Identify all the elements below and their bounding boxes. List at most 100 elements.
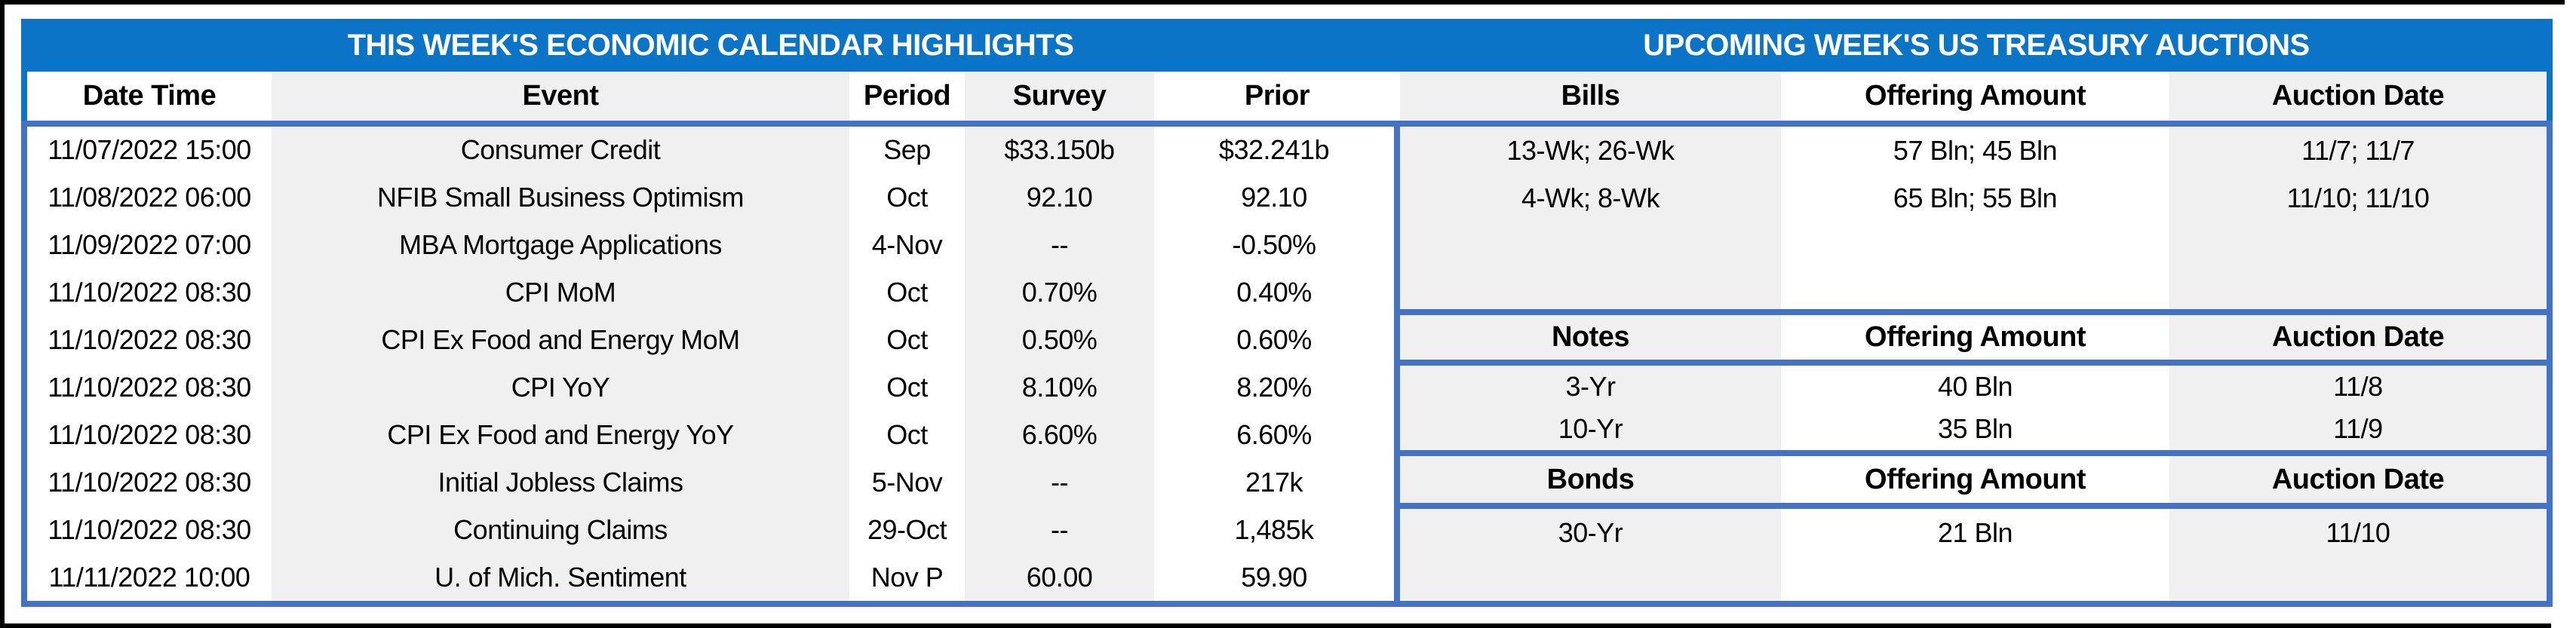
table-row: 11/09/2022 07:00 MBA Mortgage Applicatio… (27, 221, 1394, 269)
cell-auction-date: 11/8 (2169, 366, 2547, 408)
cell-period: Oct (849, 363, 965, 412)
cell-security: 10-Yr (1400, 408, 1781, 450)
cell-prior: 6.60% (1154, 411, 1394, 459)
section-separator-line (1400, 309, 2547, 315)
header-prior: Prior (1154, 72, 1400, 121)
header-offering-amount: Offering Amount (1781, 456, 2169, 503)
cell-event: CPI YoY (272, 363, 849, 412)
auctions-title: UPCOMING WEEK'S US TREASURY AUCTIONS (1643, 28, 2310, 62)
cell-prior: 217k (1154, 458, 1394, 507)
header-auction-date: Auction Date (2169, 315, 2547, 360)
cell-date-time: 11/10/2022 08:30 (27, 506, 272, 554)
table-row: 11/10/2022 08:30 CPI MoM Oct 0.70% 0.40% (27, 268, 1394, 317)
cell-event: CPI MoM (272, 268, 849, 317)
cell-offering-amount: 65 Bln; 55 Bln (1781, 174, 2169, 222)
cell-survey: 0.70% (965, 268, 1154, 317)
cell-auction-date: 11/10 (2169, 509, 2547, 556)
cell-prior: 1,485k (1154, 506, 1394, 554)
cell-event: CPI Ex Food and Energy YoY (272, 411, 849, 459)
auctions-body: 13-Wk; 26-Wk 57 Bln; 45 Bln 11/7; 11/7 4… (1400, 127, 2553, 601)
cell-security: 3-Yr (1400, 366, 1781, 408)
header-bonds: Bonds (1400, 456, 1781, 503)
cell-period: 4-Nov (849, 221, 965, 269)
cell-event: U. of Mich. Sentiment (272, 553, 849, 602)
cell-offering-amount: 40 Bln (1781, 366, 2169, 408)
cell-event: Consumer Credit (272, 127, 849, 174)
frame-border-left (0, 0, 5, 628)
cell-date-time: 11/10/2022 08:30 (27, 363, 272, 412)
cell-date-time: 11/07/2022 15:00 (27, 127, 272, 174)
cell-security: 13-Wk; 26-Wk (1400, 127, 1781, 174)
cell-event: Continuing Claims (272, 506, 849, 554)
cell-survey: -- (965, 458, 1154, 507)
table-row: 11/10/2022 08:30 CPI YoY Oct 8.10% 8.20% (27, 363, 1394, 412)
table-row: 30-Yr 21 Bln 11/10 (1400, 509, 2547, 556)
empty-cell (1400, 556, 1781, 601)
cell-prior: 92.10 (1154, 173, 1394, 222)
cell-period: 29-Oct (849, 506, 965, 554)
table-row: 11/10/2022 08:30 Continuing Claims 29-Oc… (27, 506, 1394, 554)
cell-prior: 0.40% (1154, 268, 1394, 317)
cell-date-time: 11/10/2022 08:30 (27, 316, 272, 364)
header-event: Event (272, 72, 849, 121)
table-row: 11/08/2022 06:00 NFIB Small Business Opt… (27, 173, 1394, 222)
empty-cell (1781, 556, 2169, 601)
column-header-row: Date Time Event Period Survey Prior Bill… (21, 72, 2553, 121)
cell-period: Oct (849, 268, 965, 317)
header-bills: Bills (1400, 72, 1781, 121)
table-row: 11/07/2022 15:00 Consumer Credit Sep $33… (27, 127, 1394, 174)
table-row: 11/10/2022 08:30 Initial Jobless Claims … (27, 458, 1394, 507)
header-date-time: Date Time (27, 72, 272, 121)
cell-event: Initial Jobless Claims (272, 458, 849, 507)
cell-period: Sep (849, 127, 965, 174)
table-row: 11/10/2022 08:30 CPI Ex Food and Energy … (27, 316, 1394, 364)
bills-section: 13-Wk; 26-Wk 57 Bln; 45 Bln 11/7; 11/7 4… (1400, 127, 2547, 222)
cell-auction-date: 11/9 (2169, 408, 2547, 450)
frame-border-top (0, 0, 2565, 5)
cell-period: Nov P (849, 553, 965, 602)
calendar-title: THIS WEEK'S ECONOMIC CALENDAR HIGHLIGHTS (347, 28, 1074, 62)
header-offering-amount: Offering Amount (1781, 72, 2169, 121)
header-notes: Notes (1400, 315, 1781, 360)
empty-cell (1781, 222, 2169, 309)
cell-period: 5-Nov (849, 458, 965, 507)
economic-table: THIS WEEK'S ECONOMIC CALENDAR HIGHLIGHTS… (21, 19, 2553, 607)
empty-cell (2169, 222, 2547, 309)
bills-empty-area (1400, 222, 2547, 309)
table-row: 10-Yr 35 Bln 11/9 (1400, 408, 2547, 450)
table-divider-line (1394, 127, 1400, 601)
table-row: 13-Wk; 26-Wk 57 Bln; 45 Bln 11/7; 11/7 (1400, 127, 2547, 174)
cell-survey: 8.10% (965, 363, 1154, 412)
header-period: Period (849, 72, 965, 121)
section-separator-line (1400, 503, 2547, 509)
bonds-empty-area (1400, 556, 2547, 601)
cell-date-time: 11/10/2022 08:30 (27, 268, 272, 317)
cell-auction-date: 11/10; 11/10 (2169, 174, 2547, 222)
cell-prior: -0.50% (1154, 221, 1394, 269)
bonds-section: 30-Yr 21 Bln 11/10 (1400, 509, 2547, 556)
header-auction-date: Auction Date (2169, 72, 2547, 121)
header-separator-line (21, 121, 2553, 127)
section-separator-line (1400, 450, 2547, 456)
cell-survey: 60.00 (965, 553, 1154, 602)
table-row: 3-Yr 40 Bln 11/8 (1400, 366, 2547, 408)
cell-survey: 0.50% (965, 316, 1154, 364)
cell-survey: -- (965, 221, 1154, 269)
table-row: 11/11/2022 10:00 U. of Mich. Sentiment N… (27, 553, 1394, 602)
cell-prior: 8.20% (1154, 363, 1394, 412)
cell-period: Oct (849, 316, 965, 364)
notes-header-row: Notes Offering Amount Auction Date (1400, 315, 2547, 360)
cell-prior: 0.60% (1154, 316, 1394, 364)
cell-security: 30-Yr (1400, 509, 1781, 556)
cell-survey: $33.150b (965, 127, 1154, 174)
cell-date-time: 11/10/2022 08:30 (27, 411, 272, 459)
cell-survey: -- (965, 506, 1154, 554)
cell-date-time: 11/09/2022 07:00 (27, 221, 272, 269)
cell-event: MBA Mortgage Applications (272, 221, 849, 269)
empty-cell (2169, 556, 2547, 601)
cell-survey: 6.60% (965, 411, 1154, 459)
notes-section: 3-Yr 40 Bln 11/8 10-Yr 35 Bln 11/9 (1400, 366, 2547, 450)
cell-offering-amount: 57 Bln; 45 Bln (1781, 127, 2169, 174)
frame-border-bottom (0, 623, 2551, 628)
